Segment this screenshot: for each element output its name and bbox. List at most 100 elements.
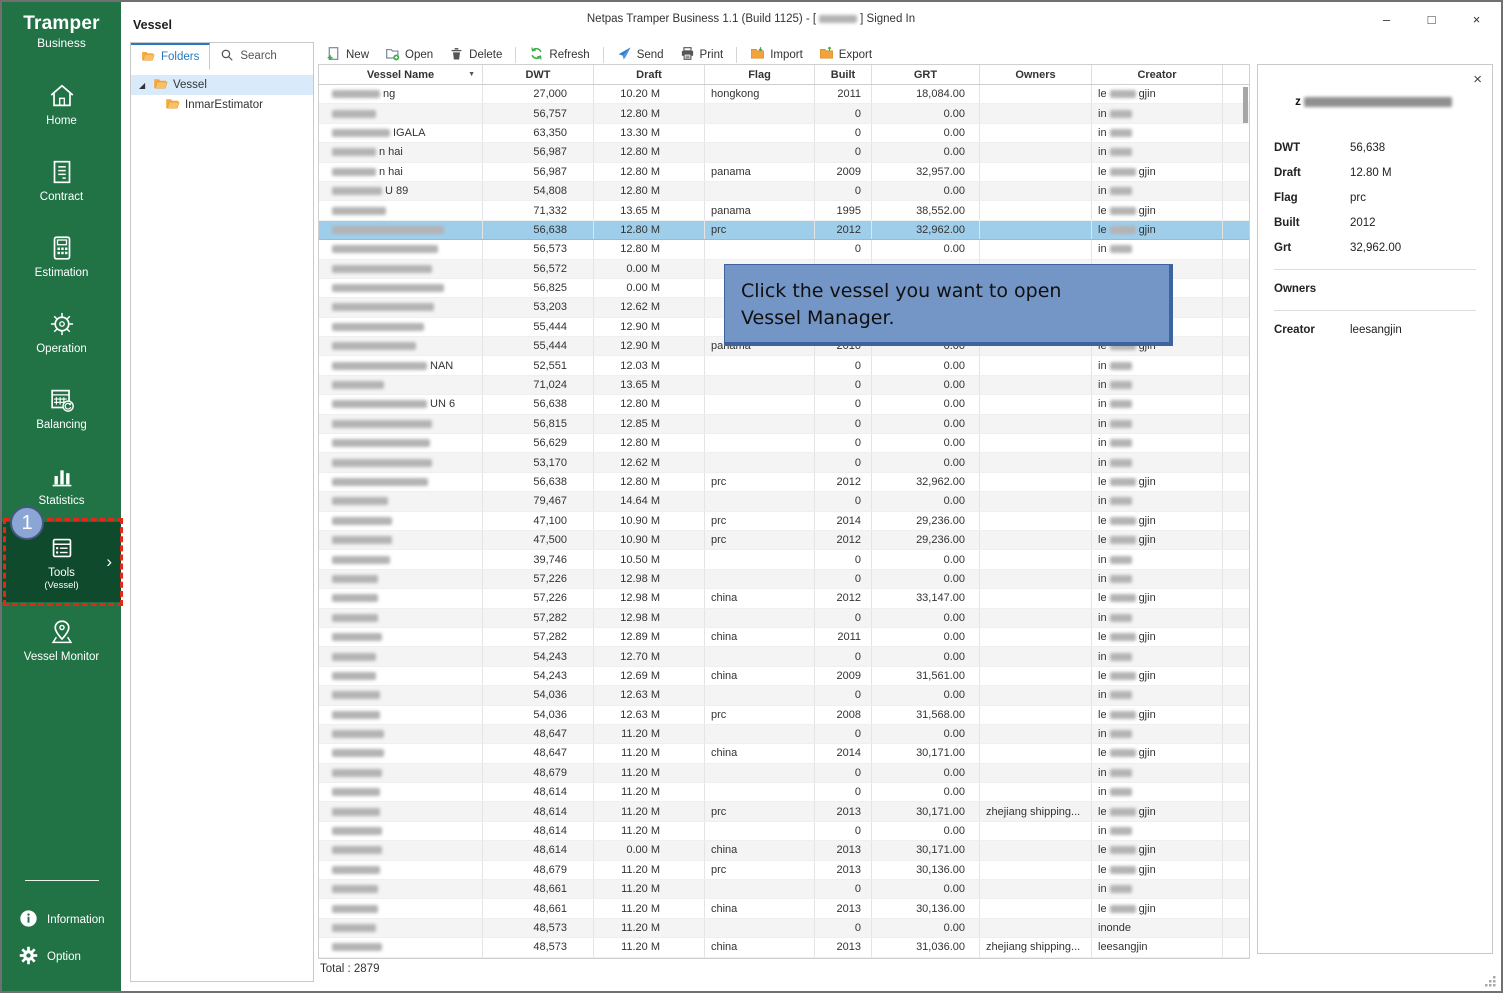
open-button[interactable]: Open <box>377 43 441 67</box>
table-row[interactable]: 48,573 11.20 M 0 0.00 inonde <box>319 919 1249 938</box>
table-row[interactable]: 48,647 11.20 M china 2014 30,171.00 legj… <box>319 744 1249 763</box>
sidebar-item-home[interactable]: Home <box>2 66 121 142</box>
filter-icon[interactable]: ▼ <box>468 71 475 78</box>
table-row[interactable]: 48,614 11.20 M 0 0.00 in <box>319 822 1249 841</box>
cell-creator: in <box>1092 570 1223 588</box>
table-row[interactable]: 79,467 14.64 M 0 0.00 in <box>319 492 1249 511</box>
minimize-button[interactable]: – <box>1364 2 1409 36</box>
redacted-text <box>332 866 380 874</box>
table-row[interactable]: 57,282 12.89 M china 2011 0.00 legjin <box>319 628 1249 647</box>
maximize-button[interactable]: □ <box>1409 2 1454 36</box>
cell-creator: in <box>1092 686 1223 704</box>
table-row[interactable]: n hai 56,987 12.80 M panama 2009 32,957.… <box>319 163 1249 182</box>
table-row[interactable]: 54,036 12.63 M prc 2008 31,568.00 legjin <box>319 706 1249 725</box>
cell-draft: 13.65 M <box>594 201 705 219</box>
table-row[interactable]: 47,100 10.90 M prc 2014 29,236.00 legjin <box>319 512 1249 531</box>
cell-owners: zhejiang shipping... <box>980 802 1092 820</box>
export-icon <box>819 46 834 64</box>
table-scrollbar-thumb[interactable] <box>1243 87 1248 123</box>
column-header-blank[interactable] <box>1223 65 1249 84</box>
import-button[interactable]: Import <box>742 43 811 67</box>
table-row[interactable]: 56,638 12.80 M prc 2012 32,962.00 legjin <box>319 473 1249 492</box>
tree-item-vessel[interactable]: ◢ Vessel <box>131 75 313 95</box>
tree-item-inmarestimator[interactable]: InmarEstimator <box>131 95 313 115</box>
sidebar-item-vessel-monitor[interactable]: Vessel Monitor <box>2 602 121 678</box>
detail-close-icon[interactable]: × <box>1473 71 1482 88</box>
close-button[interactable]: × <box>1454 2 1499 36</box>
table-row[interactable]: 57,282 12.98 M 0 0.00 in <box>319 609 1249 628</box>
sidebar-item-option[interactable]: Option <box>2 938 121 975</box>
cell-draft: 12.80 M <box>594 395 705 413</box>
table-row[interactable]: 54,243 12.70 M 0 0.00 in <box>319 647 1249 666</box>
table-row[interactable]: 48,679 11.20 M prc 2013 30,136.00 legjin <box>319 861 1249 880</box>
table-scrollbar[interactable] <box>1243 86 1249 955</box>
table-row[interactable]: n hai 56,987 12.80 M 0 0.00 in <box>319 143 1249 162</box>
redacted-text <box>1110 110 1132 118</box>
cell-built: 0 <box>815 647 872 665</box>
new-button[interactable]: New <box>318 43 377 67</box>
column-header-vessel-name[interactable]: Vessel Name ▼ <box>319 65 483 84</box>
cell-grt: 0.00 <box>872 570 980 588</box>
cell-owners <box>980 143 1092 161</box>
cell-dwt: 57,226 <box>483 570 594 588</box>
column-header-draft[interactable]: Draft <box>594 65 705 84</box>
table-row[interactable]: 39,746 10.50 M 0 0.00 in <box>319 550 1249 569</box>
tab-search[interactable]: Search <box>210 43 286 70</box>
table-row[interactable]: 48,661 11.20 M 0 0.00 in <box>319 880 1249 899</box>
table-row[interactable]: 47,500 10.90 M prc 2012 29,236.00 legjin <box>319 531 1249 550</box>
table-row[interactable]: 53,170 12.62 M 0 0.00 in <box>319 453 1249 472</box>
resize-grip[interactable] <box>1484 975 1497 988</box>
table-row[interactable]: UN 6 56,638 12.80 M 0 0.00 in <box>319 395 1249 414</box>
cell-flag: china <box>705 628 815 646</box>
redacted-text <box>1110 207 1136 215</box>
table-row[interactable]: 48,679 11.20 M 0 0.00 in <box>319 764 1249 783</box>
send-button[interactable]: Send <box>609 43 672 67</box>
refresh-button[interactable]: Refresh <box>521 43 597 67</box>
table-row[interactable]: NAN 52,551 12.03 M 0 0.00 in <box>319 356 1249 375</box>
column-header-dwt[interactable]: DWT <box>483 65 594 84</box>
table-row[interactable]: IGALA 63,350 13.30 M 0 0.00 in <box>319 124 1249 143</box>
table-row[interactable]: 71,332 13.65 M panama 1995 38,552.00 leg… <box>319 201 1249 220</box>
cell-owners <box>980 628 1092 646</box>
sidebar-item-operation[interactable]: Operation <box>2 294 121 370</box>
table-row[interactable]: 57,226 12.98 M china 2012 33,147.00 legj… <box>319 589 1249 608</box>
redacted-text <box>1110 381 1132 389</box>
sidebar-item-balancing[interactable]: Balancing <box>2 370 121 446</box>
table-row[interactable]: 48,661 11.20 M china 2013 30,136.00 legj… <box>319 899 1249 918</box>
table-row[interactable]: 56,638 12.80 M prc 2012 32,962.00 legjin <box>319 221 1249 240</box>
column-header-creator[interactable]: Creator <box>1092 65 1223 84</box>
table-row[interactable]: 56,629 12.80 M 0 0.00 in <box>319 434 1249 453</box>
delete-button[interactable]: Delete <box>441 43 510 67</box>
table-row[interactable]: 71,024 13.65 M 0 0.00 in <box>319 376 1249 395</box>
redacted-text <box>332 711 380 719</box>
column-header-built[interactable]: Built <box>815 65 872 84</box>
sidebar-item-information[interactable]: Information <box>2 901 121 938</box>
table-row[interactable]: 54,243 12.69 M china 2009 31,561.00 legj… <box>319 667 1249 686</box>
cell-dwt: 53,170 <box>483 453 594 471</box>
tree-expand-icon[interactable]: ◢ <box>139 81 148 90</box>
table-row[interactable]: 48,614 11.20 M 0 0.00 in <box>319 783 1249 802</box>
redacted-text <box>332 148 376 156</box>
export-button[interactable]: Export <box>811 43 880 67</box>
redacted-text <box>1110 885 1132 893</box>
table-row[interactable]: U 89 54,808 12.80 M 0 0.00 in <box>319 182 1249 201</box>
table-row[interactable]: 56,573 12.80 M 0 0.00 in <box>319 240 1249 259</box>
sidebar-item-contract[interactable]: Contract <box>2 142 121 218</box>
cell-flag: prc <box>705 802 815 820</box>
table-row[interactable]: 54,036 12.63 M 0 0.00 in <box>319 686 1249 705</box>
table-row[interactable]: 57,226 12.98 M 0 0.00 in <box>319 570 1249 589</box>
tab-folders[interactable]: Folders <box>131 43 210 70</box>
print-button[interactable]: Print <box>672 43 732 67</box>
column-header-grt[interactable]: GRT <box>872 65 980 84</box>
table-row[interactable]: 48,614 0.00 M china 2013 30,171.00 legji… <box>319 841 1249 860</box>
table-row[interactable]: 56,757 12.80 M 0 0.00 in <box>319 104 1249 123</box>
column-header-flag[interactable]: Flag <box>705 65 815 84</box>
table-row[interactable]: 48,614 11.20 M prc 2013 30,171.00 zhejia… <box>319 802 1249 821</box>
redacted-text <box>1110 827 1132 835</box>
table-row[interactable]: 48,573 11.20 M china 2013 31,036.00 zhej… <box>319 938 1249 957</box>
column-header-owners[interactable]: Owners <box>980 65 1092 84</box>
table-row[interactable]: 56,815 12.85 M 0 0.00 in <box>319 415 1249 434</box>
table-row[interactable]: ng 27,000 10.20 M hongkong 2011 18,084.0… <box>319 85 1249 104</box>
table-row[interactable]: 48,647 11.20 M 0 0.00 in <box>319 725 1249 744</box>
sidebar-item-estimation[interactable]: Estimation <box>2 218 121 294</box>
